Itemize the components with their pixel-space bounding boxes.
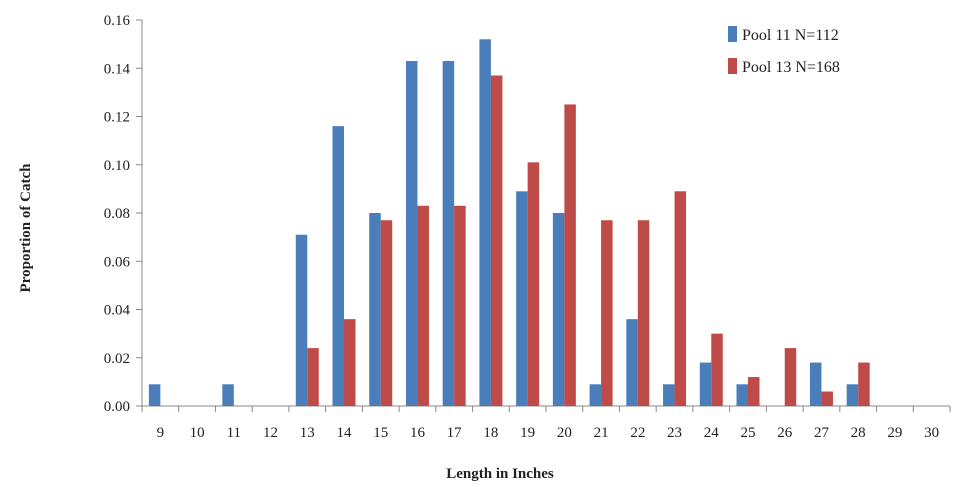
x-tick-label: 29 — [887, 425, 902, 441]
x-tick-label: 23 — [667, 425, 682, 441]
bar-series-2-16 — [417, 205, 429, 406]
axes — [136, 19, 951, 412]
x-tick-label: 17 — [447, 425, 463, 441]
x-tick-label: 13 — [300, 425, 315, 441]
legend-label-1: Pool 11 N=112 — [742, 27, 839, 44]
bar-series-2-25 — [748, 377, 760, 406]
y-tick-label: 0.08 — [104, 206, 130, 222]
bar-series-2-17 — [454, 205, 466, 406]
bar-series-2-23 — [674, 191, 687, 406]
bar-series-1-15 — [369, 213, 381, 406]
bar-series-1-11 — [222, 384, 234, 406]
legend: Pool 11 N=112 Pool 13 N=168 — [728, 26, 840, 76]
bar-series-1-22 — [626, 319, 638, 406]
bar-series-1-24 — [699, 362, 712, 406]
x-tick-label: 28 — [851, 425, 866, 441]
x-tick-label: 12 — [263, 425, 278, 441]
x-tick-label: 15 — [373, 425, 388, 441]
bar-series-2-24 — [711, 333, 723, 406]
y-tick-label: 0.02 — [104, 351, 130, 367]
bar-series-1-9 — [148, 384, 161, 406]
y-tick-label: 0.10 — [104, 158, 130, 174]
bar-series-1-23 — [663, 384, 675, 406]
x-tick-label: 11 — [227, 425, 241, 441]
bar-series-1-16 — [405, 61, 418, 406]
tick-labels: 0.00 0.02 0.04 0.06 0.08 0.10 0.12 0.14 0.16 9 10 1… — [104, 13, 939, 441]
x-axis-title: Length in Inches — [446, 466, 554, 482]
bar-series-1-21 — [589, 384, 602, 406]
x-tick-label: 24 — [704, 425, 720, 441]
x-tick-label: 27 — [814, 425, 830, 441]
bar-series-1-14 — [332, 126, 344, 407]
bar-series-2-27 — [821, 391, 833, 406]
x-tick-label: 9 — [157, 425, 165, 441]
y-axis-title: Proportion of Catch — [18, 163, 34, 293]
bar-series-1-19 — [516, 191, 528, 406]
bar-series-2-20 — [564, 104, 576, 406]
bar-series-2-22 — [637, 220, 650, 406]
bar-series-1-17 — [442, 61, 455, 406]
y-tick-label: 0.12 — [104, 110, 130, 126]
x-tick-label: 14 — [337, 425, 353, 441]
bar-series-2-19 — [527, 162, 540, 406]
x-tick-label: 26 — [777, 425, 793, 441]
x-tick-label: 21 — [594, 425, 609, 441]
y-tick-label: 0.00 — [104, 399, 130, 415]
y-tick-label: 0.14 — [104, 61, 131, 77]
y-tick-label: 0.04 — [104, 303, 131, 319]
y-tick-label: 0.16 — [104, 13, 131, 29]
bar-series-1-13 — [295, 234, 308, 406]
bar-series-2-28 — [858, 362, 870, 406]
bar-series-1-27 — [809, 362, 822, 406]
legend-swatch-1 — [728, 26, 737, 42]
bar-series-1-28 — [846, 384, 859, 406]
y-tick-label: 0.06 — [104, 254, 131, 270]
bar-series-2-18 — [490, 75, 503, 407]
legend-swatch-2 — [728, 58, 737, 74]
x-tick-label: 20 — [557, 425, 572, 441]
x-tick-label: 19 — [520, 425, 535, 441]
x-tick-label: 16 — [410, 425, 426, 441]
bar-series-2-14 — [344, 319, 356, 406]
x-tick-label: 18 — [483, 425, 498, 441]
bar-series-2-13 — [307, 348, 319, 406]
bar-series-1-20 — [552, 213, 565, 406]
bar-series-1-25 — [736, 384, 748, 406]
bars — [148, 39, 870, 407]
bar-series-2-26 — [784, 348, 797, 406]
bar-series-2-21 — [601, 220, 613, 406]
x-tick-label: 30 — [924, 425, 939, 441]
x-tick-label: 25 — [741, 425, 756, 441]
x-tick-label: 10 — [190, 425, 205, 441]
bar-series-1-18 — [479, 39, 491, 407]
bar-series-2-15 — [380, 220, 393, 406]
x-tick-label: 22 — [630, 425, 645, 441]
legend-label-2: Pool 13 N=168 — [742, 59, 840, 76]
